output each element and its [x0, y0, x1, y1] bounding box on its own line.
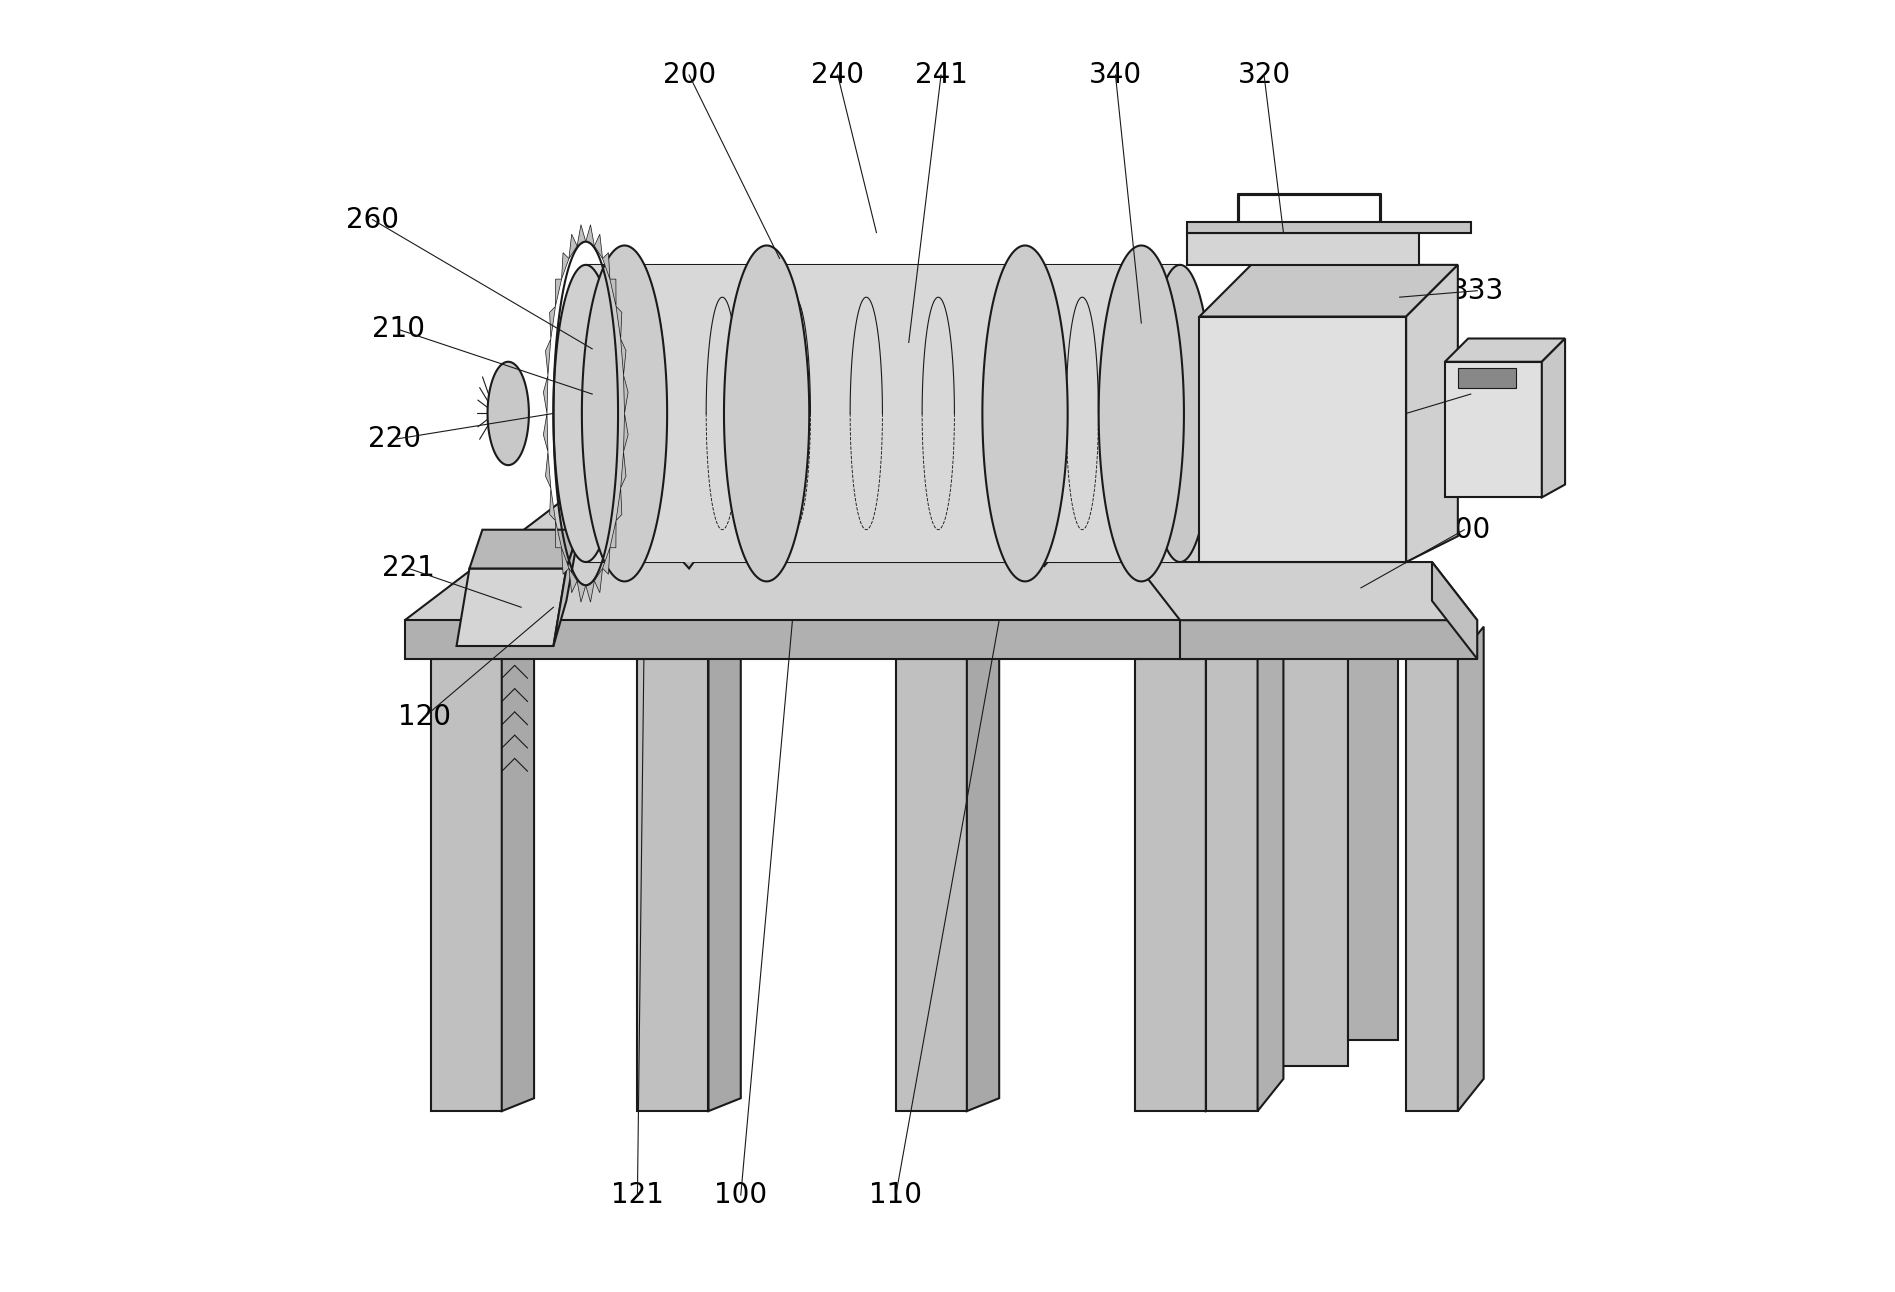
- Polygon shape: [595, 234, 603, 258]
- Polygon shape: [1258, 627, 1283, 1111]
- Polygon shape: [616, 488, 622, 521]
- Polygon shape: [1186, 222, 1471, 233]
- Polygon shape: [470, 530, 580, 568]
- Polygon shape: [553, 530, 580, 646]
- Polygon shape: [1135, 659, 1205, 1111]
- Polygon shape: [561, 548, 568, 574]
- Text: 221: 221: [383, 554, 436, 583]
- Polygon shape: [586, 225, 595, 245]
- Polygon shape: [623, 413, 627, 452]
- Polygon shape: [1186, 233, 1419, 265]
- Text: 241: 241: [915, 61, 968, 89]
- Text: 121: 121: [610, 1181, 663, 1209]
- Polygon shape: [622, 339, 625, 375]
- Polygon shape: [406, 620, 1200, 659]
- Polygon shape: [1543, 339, 1565, 497]
- Polygon shape: [724, 245, 809, 581]
- Text: 330: 330: [1444, 380, 1497, 408]
- Polygon shape: [610, 279, 616, 306]
- Polygon shape: [625, 497, 741, 568]
- Text: 210: 210: [371, 315, 424, 344]
- Polygon shape: [544, 413, 548, 452]
- Polygon shape: [1148, 265, 1213, 562]
- Polygon shape: [623, 375, 627, 413]
- Polygon shape: [985, 497, 1103, 566]
- Text: 120: 120: [398, 703, 451, 731]
- Polygon shape: [1135, 562, 1478, 620]
- Polygon shape: [502, 646, 534, 1111]
- Polygon shape: [1181, 620, 1478, 659]
- Polygon shape: [1406, 265, 1457, 562]
- Text: 110: 110: [870, 1181, 923, 1209]
- Polygon shape: [1099, 245, 1184, 581]
- Polygon shape: [430, 659, 502, 1111]
- Polygon shape: [1457, 627, 1484, 1111]
- Polygon shape: [637, 659, 709, 1111]
- Polygon shape: [1200, 317, 1406, 562]
- Polygon shape: [610, 521, 616, 548]
- Polygon shape: [568, 568, 578, 593]
- Polygon shape: [1200, 497, 1361, 659]
- Polygon shape: [582, 245, 667, 581]
- Polygon shape: [550, 306, 555, 339]
- Text: 200: 200: [663, 61, 716, 89]
- Polygon shape: [586, 581, 595, 602]
- Polygon shape: [561, 253, 568, 279]
- Polygon shape: [1457, 368, 1516, 388]
- Polygon shape: [487, 362, 529, 465]
- Text: 100: 100: [714, 1181, 767, 1209]
- Polygon shape: [603, 253, 610, 279]
- Polygon shape: [1347, 510, 1399, 1040]
- Polygon shape: [1213, 368, 1296, 459]
- Polygon shape: [1205, 659, 1258, 1111]
- Polygon shape: [616, 306, 622, 339]
- Polygon shape: [578, 225, 586, 245]
- Polygon shape: [1444, 362, 1543, 497]
- Polygon shape: [595, 568, 603, 593]
- Polygon shape: [553, 265, 618, 562]
- Polygon shape: [1433, 562, 1478, 659]
- Text: 300: 300: [1438, 516, 1491, 544]
- Text: 340: 340: [1090, 61, 1143, 89]
- Polygon shape: [586, 265, 1181, 562]
- Text: 220: 220: [368, 425, 421, 453]
- Polygon shape: [1200, 265, 1457, 317]
- Polygon shape: [546, 339, 551, 375]
- Text: 240: 240: [811, 61, 864, 89]
- Text: 320: 320: [1237, 61, 1290, 89]
- Polygon shape: [555, 279, 561, 306]
- Text: 260: 260: [347, 205, 400, 234]
- Polygon shape: [1406, 659, 1457, 1111]
- Polygon shape: [1205, 646, 1237, 1111]
- Polygon shape: [603, 548, 610, 574]
- Polygon shape: [555, 521, 561, 548]
- Polygon shape: [896, 659, 966, 1111]
- Text: 333: 333: [1450, 276, 1505, 305]
- Polygon shape: [578, 581, 586, 602]
- Polygon shape: [1444, 339, 1565, 362]
- Polygon shape: [544, 375, 548, 413]
- Polygon shape: [966, 646, 999, 1111]
- Polygon shape: [550, 488, 555, 521]
- Polygon shape: [1277, 536, 1347, 1066]
- Polygon shape: [406, 497, 1361, 620]
- Polygon shape: [546, 452, 551, 488]
- Polygon shape: [982, 245, 1067, 581]
- Polygon shape: [622, 452, 625, 488]
- Polygon shape: [709, 646, 741, 1111]
- Polygon shape: [568, 234, 578, 258]
- Polygon shape: [457, 568, 567, 646]
